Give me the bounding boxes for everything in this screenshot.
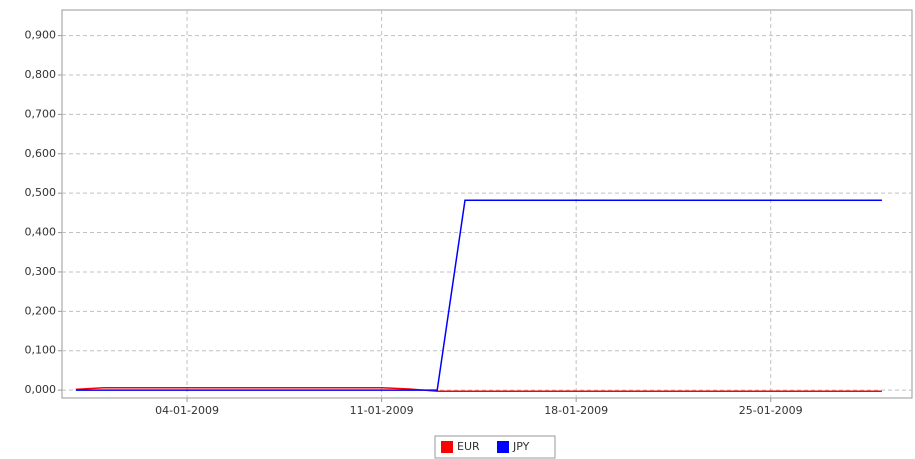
x-tick-label: 18-01-2009 [544, 404, 608, 417]
y-tick-label: 0,400 [25, 226, 57, 239]
plot-area [61, 9, 913, 399]
legend-label: EUR [457, 440, 480, 453]
x-tick-label: 25-01-2009 [739, 404, 803, 417]
y-tick-label: 0,000 [25, 383, 57, 396]
y-tick-label: 0,600 [25, 147, 57, 160]
x-tick-label: 11-01-2009 [350, 404, 414, 417]
y-tick-label: 0,800 [25, 68, 57, 81]
series-line [75, 387, 882, 393]
legend-box [434, 435, 556, 459]
legend-swatch [497, 441, 509, 453]
y-tick-label: 0,100 [25, 344, 57, 357]
legend-swatch [441, 441, 453, 453]
y-tick-label: 0,700 [25, 107, 57, 120]
y-tick-label: 0,200 [25, 304, 57, 317]
y-tick-label: 0,300 [25, 265, 57, 278]
y-tick-label: 0,900 [25, 29, 57, 42]
series-line [75, 199, 882, 391]
legend-label: JPY [512, 440, 530, 453]
x-tick-label: 04-01-2009 [155, 404, 219, 417]
y-tick-label: 0,500 [25, 186, 57, 199]
